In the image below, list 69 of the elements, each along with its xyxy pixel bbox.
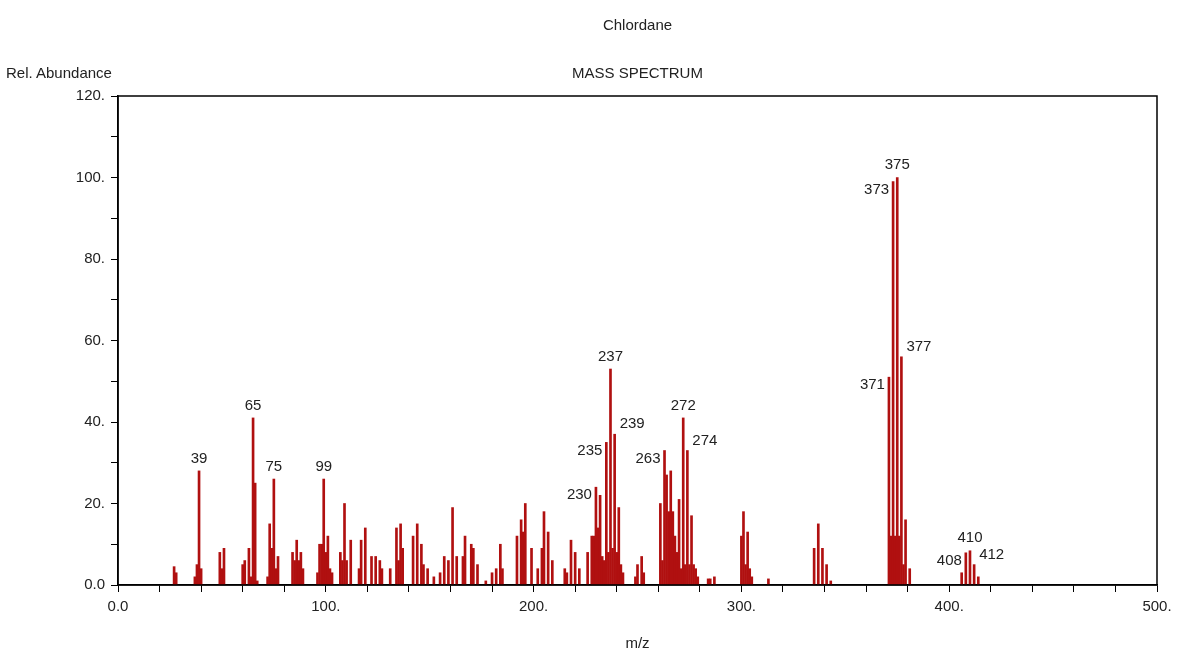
bar xyxy=(322,478,326,585)
bar xyxy=(451,507,454,585)
bar xyxy=(536,568,540,585)
annotation: 408 xyxy=(936,550,962,568)
y-tick-label: 20. xyxy=(84,493,105,511)
bar xyxy=(426,568,429,585)
annotation: 239 xyxy=(619,414,645,432)
y-tick-label: 100. xyxy=(75,167,105,185)
chart-subtitle: MASS SPECTRUM xyxy=(572,64,703,81)
chart-title: Chlordane xyxy=(602,16,673,33)
annotation: 272 xyxy=(670,395,696,413)
y-axis-title: Rel. Abundance xyxy=(6,64,112,81)
bar xyxy=(218,552,222,585)
y-tick-label: 60. xyxy=(84,330,105,348)
bar xyxy=(563,568,567,585)
bar xyxy=(363,527,367,585)
annotation: 75 xyxy=(265,456,283,474)
bar xyxy=(694,568,698,585)
x-tick-label: 400. xyxy=(934,597,964,615)
annotation: 263 xyxy=(635,448,661,466)
bar xyxy=(742,511,745,585)
bar xyxy=(964,552,968,585)
annotation: 99 xyxy=(315,456,333,474)
bar xyxy=(550,560,554,585)
x-tick-label: 100. xyxy=(311,597,341,615)
bar xyxy=(442,556,446,585)
x-axis-title: m/z xyxy=(625,634,650,651)
annotation: 377 xyxy=(906,336,932,354)
annotation: 237 xyxy=(597,346,623,364)
bar xyxy=(530,548,533,585)
bar xyxy=(370,556,373,585)
bar xyxy=(609,368,612,585)
bar xyxy=(499,543,502,585)
y-tick-label: 40. xyxy=(84,412,105,430)
annotation: 274 xyxy=(692,430,718,448)
bar xyxy=(243,560,247,585)
bar xyxy=(816,523,820,585)
bar xyxy=(395,527,398,585)
bar xyxy=(713,576,716,585)
bar xyxy=(523,503,527,585)
y-tick-label: 0.0 xyxy=(84,575,105,593)
bar xyxy=(472,548,475,585)
bar xyxy=(895,177,899,585)
x-tick-label: 500. xyxy=(1142,597,1172,615)
annotation: 235 xyxy=(577,440,603,458)
bar xyxy=(374,556,377,585)
bar xyxy=(640,556,643,585)
y-tick-label: 80. xyxy=(84,249,105,267)
x-tick-label: 200. xyxy=(519,597,549,615)
bar xyxy=(681,417,685,585)
bar xyxy=(577,568,581,585)
annotation: 65 xyxy=(244,395,262,413)
bar xyxy=(295,539,299,585)
bar xyxy=(415,523,419,585)
annotation: 373 xyxy=(864,179,890,197)
annotation: 230 xyxy=(566,485,592,503)
bar xyxy=(976,576,980,585)
annotation: 410 xyxy=(957,528,983,546)
x-tick-label: 0.0 xyxy=(107,597,129,615)
bar xyxy=(378,560,382,585)
bar xyxy=(349,539,353,585)
x-tick-label: 300. xyxy=(726,597,756,615)
annotation: 371 xyxy=(859,375,885,393)
bar xyxy=(343,503,346,585)
annotation: 412 xyxy=(979,544,1005,562)
annotation: 375 xyxy=(884,155,910,173)
y-tick-label: 120. xyxy=(75,86,105,104)
bar xyxy=(388,568,392,585)
annotation: 39 xyxy=(190,448,208,466)
